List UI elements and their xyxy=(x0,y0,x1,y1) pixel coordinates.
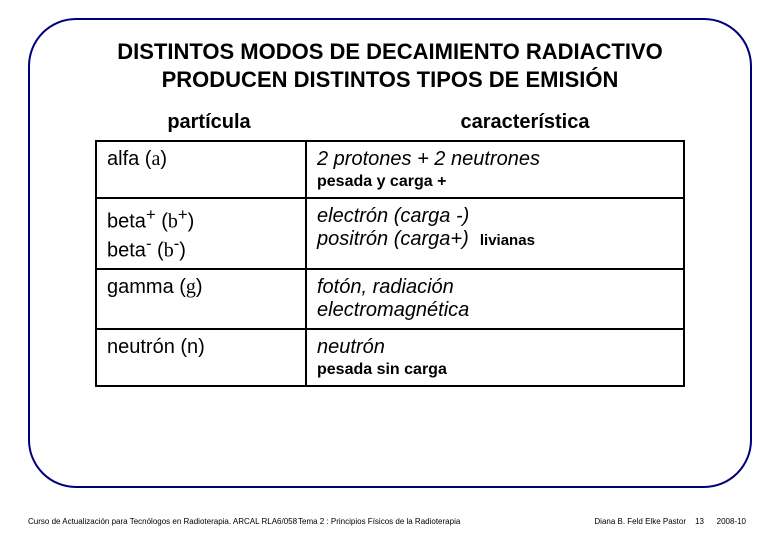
footer-topic: Tema 2 : Principios Físicos de la Radiot… xyxy=(298,517,460,526)
cell-neutron-particula: neutrón (n) xyxy=(96,329,306,386)
alfa-desc: 2 protones + 2 neutrones xyxy=(317,148,673,171)
decay-table: alfa (a) 2 protones + 2 neutrones pesada… xyxy=(95,140,685,387)
gamma-desc-1: fotón, radiación xyxy=(317,276,673,299)
beta-livianas: livianas xyxy=(480,232,535,249)
neutron-desc: neutrón xyxy=(317,336,673,359)
neutron-sub: pesada sin carga xyxy=(317,361,673,379)
cell-alfa-particula: alfa (a) xyxy=(96,141,306,198)
cell-neutron-caracteristica: neutrón pesada sin carga xyxy=(306,329,684,386)
slide-title: DISTINTOS MODOS DE DECAIMIENTO RADIACTIV… xyxy=(54,38,726,93)
title-line-1: DISTINTOS MODOS DE DECAIMIENTO RADIACTIV… xyxy=(117,39,663,64)
column-headers: partícula característica xyxy=(54,111,726,134)
table-row: neutrón (n) neutrón pesada sin carga xyxy=(96,329,684,386)
cell-gamma-caracteristica: fotón, radiación electromagnética xyxy=(306,269,684,329)
footer-page: 13 xyxy=(695,517,704,526)
alfa-sub: pesada y carga + xyxy=(317,173,673,191)
footer-year: 2008-10 xyxy=(717,517,746,526)
cell-beta-particula: beta+ (b+) beta- (b-) xyxy=(96,198,306,269)
table-row: alfa (a) 2 protones + 2 neutrones pesada… xyxy=(96,141,684,198)
header-particula: partícula xyxy=(54,111,324,134)
slide-footer: Curso de Actualización para Tecnólogos e… xyxy=(28,517,752,526)
title-line-2: PRODUCEN DISTINTOS TIPOS DE EMISIÓN xyxy=(162,67,619,92)
beta-desc-2: positrón (carga+) livianas xyxy=(317,228,673,251)
table-row: gamma (g) fotón, radiación electromagnét… xyxy=(96,269,684,329)
cell-alfa-caracteristica: 2 protones + 2 neutrones pesada y carga … xyxy=(306,141,684,198)
beta-desc-1: electrón (carga -) xyxy=(317,205,673,228)
slide-frame: DISTINTOS MODOS DE DECAIMIENTO RADIACTIV… xyxy=(28,18,752,488)
footer-authors: Diana B. Feld Elke Pastor xyxy=(594,517,686,526)
table-row: beta+ (b+) beta- (b-) electrón (carga -)… xyxy=(96,198,684,269)
footer-course: Curso de Actualización para Tecnólogos e… xyxy=(28,517,297,526)
header-caracteristica: característica xyxy=(324,111,726,134)
cell-beta-caracteristica: electrón (carga -) positrón (carga+) liv… xyxy=(306,198,684,269)
cell-gamma-particula: gamma (g) xyxy=(96,269,306,329)
gamma-desc-2: electromagnética xyxy=(317,299,673,322)
